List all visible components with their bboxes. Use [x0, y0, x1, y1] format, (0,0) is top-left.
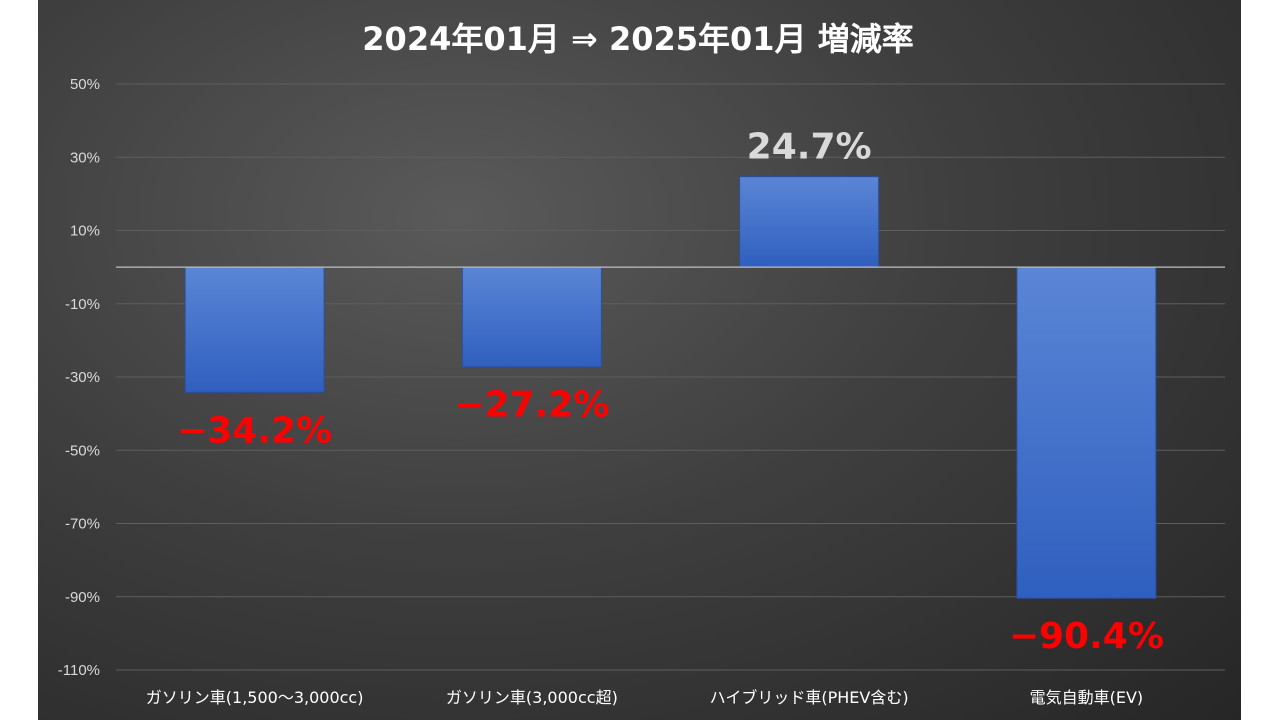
- category-label: ガソリン車(3,000cc超): [446, 688, 618, 707]
- chart-title: 2024年01月 ⇒ 2025年01月 増減率: [362, 20, 913, 58]
- y-tick-label: 30%: [70, 149, 100, 166]
- data-label: −27.2%: [454, 385, 609, 426]
- y-tick-label: -50%: [65, 442, 100, 459]
- data-label: −90.4%: [1009, 616, 1164, 657]
- y-tick-label: -70%: [65, 516, 100, 533]
- bar: [184, 266, 325, 393]
- bar: [739, 176, 880, 268]
- bars: [184, 176, 1157, 599]
- y-tick-label: -110%: [58, 662, 100, 679]
- y-tick-label: -10%: [65, 296, 100, 313]
- x-axis-categories: ガソリン車(1,500〜3,000cc) ガソリン車(3,000cc超) ハイブリッ…: [146, 688, 1143, 707]
- y-tick-label: -90%: [65, 589, 100, 606]
- y-tick-label: -30%: [65, 369, 100, 386]
- data-label: −34.2%: [177, 410, 332, 451]
- data-label: 24.7%: [747, 127, 872, 168]
- bar: [1016, 266, 1157, 599]
- category-label: 電気自動車(EV): [1030, 688, 1144, 707]
- y-tick-label: 50%: [70, 76, 100, 93]
- category-label: ハイブリッド車(PHEV含む): [710, 688, 909, 707]
- y-axis-ticks: 50% 30% 10% -10% -30% -50% -70% -90% -110%: [58, 76, 100, 679]
- data-labels: −34.2% −27.2% 24.7% −90.4%: [177, 127, 1164, 658]
- category-label: ガソリン車(1,500〜3,000cc): [146, 688, 364, 707]
- bar: [461, 266, 602, 368]
- y-tick-label: 10%: [70, 223, 100, 240]
